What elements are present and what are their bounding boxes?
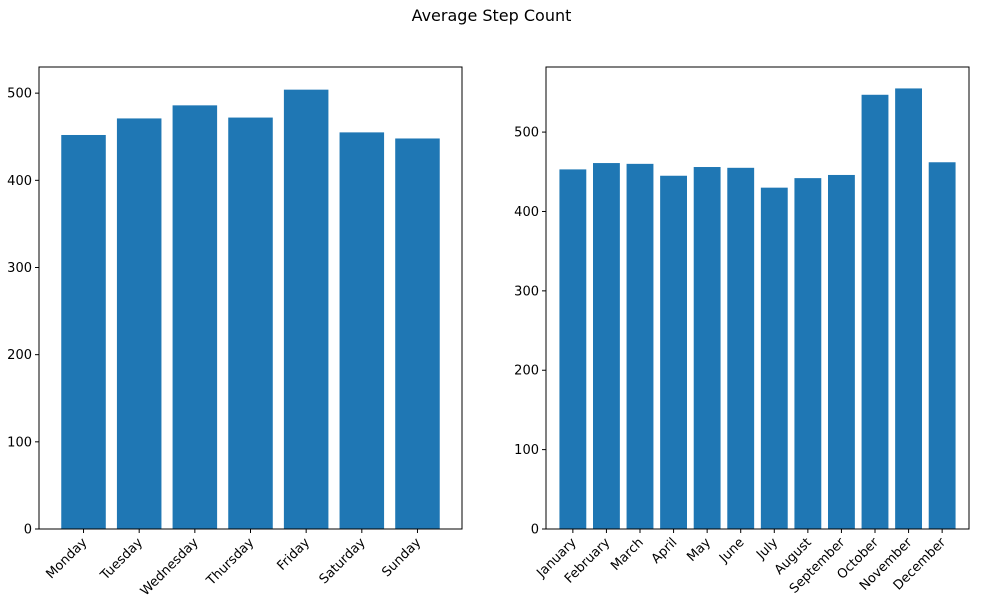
x-tick-label: April <box>649 535 681 567</box>
bar-monday <box>61 134 106 530</box>
y-tick-label: 300 <box>7 261 32 276</box>
bar-november <box>895 88 922 530</box>
y-tick-label: 0 <box>24 523 32 538</box>
month-axes-frame <box>545 66 970 530</box>
bar-april <box>660 175 687 529</box>
figure-title: Average Step Count <box>411 6 572 25</box>
bar-saturday <box>339 132 385 529</box>
bar-thursday <box>228 117 273 529</box>
y-tick-label: 200 <box>7 348 32 363</box>
x-tick-label: March <box>608 535 647 574</box>
bar-march <box>626 163 654 529</box>
y-tick-label: 100 <box>514 443 539 458</box>
weekday-axes-frame <box>38 66 463 530</box>
y-tick-label: 300 <box>514 284 539 299</box>
bar-june <box>727 167 755 529</box>
bar-sunday <box>395 138 440 530</box>
y-tick-label: 200 <box>514 364 539 379</box>
x-tick-label: July <box>753 535 781 563</box>
bar-january <box>559 169 587 529</box>
y-tick-label: 500 <box>514 126 539 141</box>
y-tick-label: 500 <box>7 87 32 102</box>
bar-wednesday <box>172 105 218 529</box>
y-tick-label: 0 <box>531 523 539 538</box>
y-tick-label: 400 <box>7 174 32 189</box>
bar-tuesday <box>116 118 162 530</box>
bar-friday <box>283 89 329 529</box>
x-tick-label: May <box>684 535 714 565</box>
x-tick-label: June <box>716 535 747 566</box>
y-tick-label: 400 <box>514 205 539 220</box>
bar-february <box>593 163 620 530</box>
bar-august <box>794 178 822 529</box>
bar-july <box>760 187 788 529</box>
bar-may <box>693 167 721 529</box>
y-tick-label: 100 <box>7 435 32 450</box>
bar-october <box>861 94 889 529</box>
bar-september <box>828 174 855 529</box>
bar-december <box>928 162 956 529</box>
